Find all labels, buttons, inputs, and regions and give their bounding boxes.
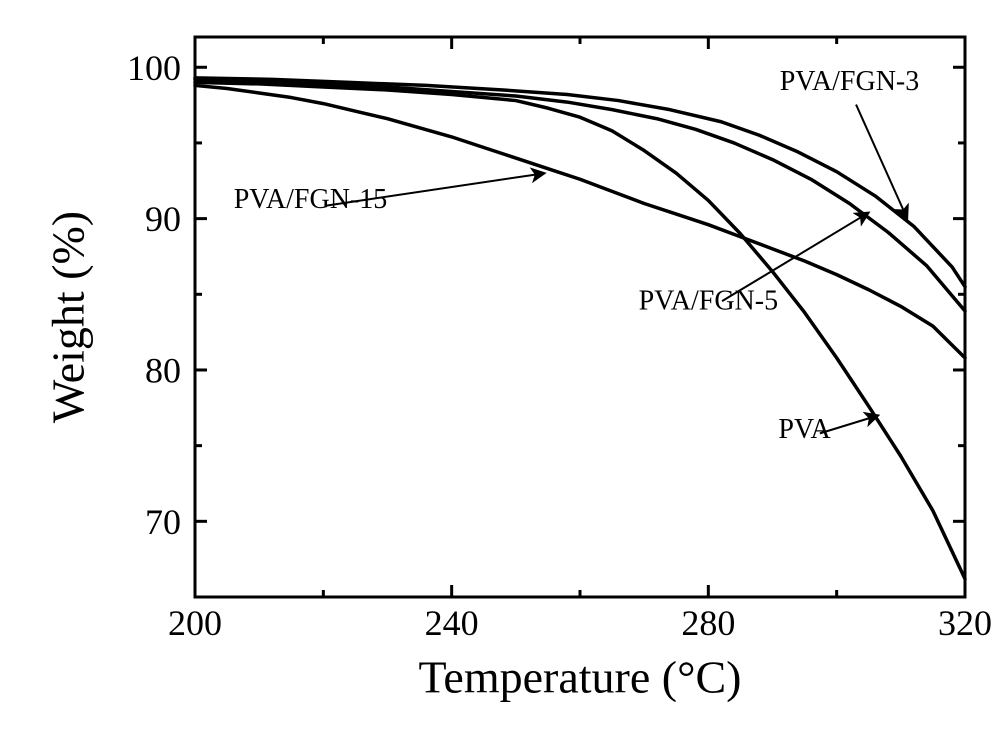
annotation-label-PVA/FGN-3: PVA/FGN-3	[780, 66, 920, 97]
chart-svg: 200 240 280 320 70 80 90 100 PVA PVA/FGN-15 PVA/F…	[0, 0, 1000, 743]
x-axis-label: Temperature (°C)	[419, 651, 742, 702]
y-tick-label: 80	[145, 351, 181, 391]
annotations: PVA PVA/FGN-15 PVA/FGN-5 PVA/FGN-3	[234, 66, 920, 445]
x-tick-label: 320	[938, 603, 992, 643]
annotation-label-PVA/FGN-15: PVA/FGN-15	[234, 184, 388, 215]
series-PVA	[195, 82, 965, 578]
x-tick-label: 280	[681, 603, 735, 643]
series-PVA/FGN-3	[195, 78, 965, 287]
x-tick-label: 200	[168, 603, 222, 643]
y-axis-label: Weight (%)	[43, 211, 94, 423]
y-tick-label: 100	[127, 48, 181, 88]
axis-ticks	[195, 37, 965, 597]
x-tick-label: 240	[425, 603, 479, 643]
plot-frame	[195, 37, 965, 597]
annotation-label-PVA: PVA	[778, 414, 831, 445]
y-tick-label: 90	[145, 199, 181, 239]
series-lines	[195, 78, 965, 579]
tga-chart: 200 240 280 320 70 80 90 100 PVA PVA/FGN-15 PVA/F…	[0, 0, 1000, 743]
annotation-label-PVA/FGN-5: PVA/FGN-5	[639, 285, 779, 316]
y-tick-label: 70	[145, 502, 181, 542]
series-PVA/FGN-15	[195, 85, 965, 357]
tick-labels: 200 240 280 320 70 80 90 100	[127, 48, 992, 643]
